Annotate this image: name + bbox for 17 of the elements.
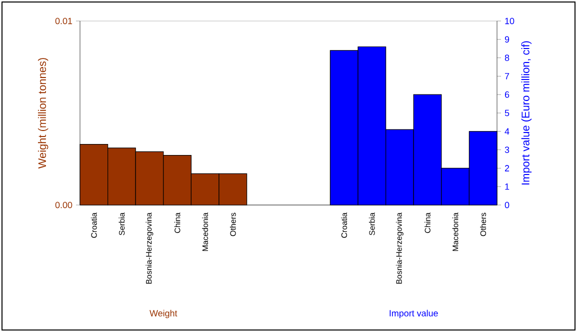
y2-tick-label: 10 <box>505 18 514 24</box>
text: Weight <box>150 310 178 318</box>
y2-tick-label: 0 <box>504 202 510 208</box>
y-tick-label: 0.00 <box>55 202 72 208</box>
y2-tick-label: 3 <box>504 146 510 153</box>
text: Import value <box>390 310 438 318</box>
y2-tick-label: 9 <box>504 36 510 43</box>
y2-tick-label: 4 <box>504 128 510 134</box>
y2-axis-title: Import value (Euro million, cif) <box>521 41 532 184</box>
y2-tick-label: 8 <box>504 54 510 61</box>
y2-tick-label: 7 <box>504 73 510 80</box>
y2-tick-label: 5 <box>504 110 510 116</box>
y2-tick-label: 2 <box>504 165 510 172</box>
y2-tick-label: 1 <box>505 184 510 190</box>
y-axis-title: Weight (million tonnes) <box>38 58 48 169</box>
y-tick-label: 0.01 <box>55 18 72 24</box>
y2-tick-label: 6 <box>504 91 510 98</box>
